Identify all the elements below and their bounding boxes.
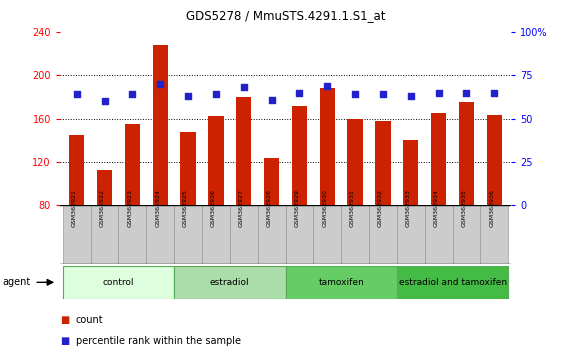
Bar bbox=[146, 205, 174, 264]
Text: GSM362929: GSM362929 bbox=[295, 189, 299, 227]
Bar bbox=[403, 140, 419, 205]
Point bbox=[72, 91, 81, 97]
Bar bbox=[320, 88, 335, 205]
Bar bbox=[425, 205, 453, 264]
Text: GSM362924: GSM362924 bbox=[155, 189, 160, 227]
Bar bbox=[459, 102, 474, 205]
Bar bbox=[431, 113, 447, 205]
Text: estradiol and tamoxifen: estradiol and tamoxifen bbox=[399, 278, 506, 287]
Bar bbox=[258, 205, 286, 264]
Bar bbox=[397, 266, 508, 299]
Bar bbox=[230, 205, 258, 264]
Text: control: control bbox=[103, 278, 134, 287]
Text: GSM362931: GSM362931 bbox=[350, 189, 355, 227]
Bar bbox=[174, 266, 286, 299]
Point bbox=[183, 93, 192, 99]
Text: GDS5278 / MmuSTS.4291.1.S1_at: GDS5278 / MmuSTS.4291.1.S1_at bbox=[186, 9, 385, 22]
Bar bbox=[375, 121, 391, 205]
Text: agent: agent bbox=[3, 277, 31, 287]
Text: estradiol: estradiol bbox=[210, 278, 250, 287]
Point bbox=[434, 90, 443, 95]
Bar bbox=[69, 135, 85, 205]
Text: GSM362922: GSM362922 bbox=[99, 189, 104, 227]
Text: GSM362930: GSM362930 bbox=[322, 189, 327, 227]
Point bbox=[100, 98, 109, 104]
Point bbox=[239, 85, 248, 90]
Bar bbox=[118, 205, 146, 264]
Point bbox=[490, 90, 499, 95]
Bar bbox=[286, 266, 397, 299]
Bar bbox=[486, 115, 502, 205]
Bar bbox=[313, 205, 341, 264]
Point bbox=[295, 90, 304, 95]
Text: GSM362935: GSM362935 bbox=[461, 189, 467, 227]
Bar bbox=[264, 158, 279, 205]
Bar bbox=[63, 205, 91, 264]
Bar bbox=[341, 205, 369, 264]
Bar bbox=[369, 205, 397, 264]
Bar bbox=[180, 132, 196, 205]
Bar bbox=[124, 124, 140, 205]
Point bbox=[462, 90, 471, 95]
Text: GSM362927: GSM362927 bbox=[239, 189, 244, 227]
Text: GSM362928: GSM362928 bbox=[267, 189, 272, 227]
Text: ■: ■ bbox=[60, 315, 69, 325]
Bar bbox=[97, 170, 112, 205]
Text: GSM362921: GSM362921 bbox=[72, 189, 77, 227]
Bar bbox=[91, 205, 118, 264]
Bar bbox=[202, 205, 230, 264]
Text: percentile rank within the sample: percentile rank within the sample bbox=[76, 336, 241, 346]
Text: GSM362933: GSM362933 bbox=[406, 189, 411, 227]
Bar bbox=[453, 205, 480, 264]
Point bbox=[128, 91, 137, 97]
Bar bbox=[348, 119, 363, 205]
Bar bbox=[480, 205, 508, 264]
Bar bbox=[236, 97, 251, 205]
Bar bbox=[63, 266, 174, 299]
Point bbox=[267, 97, 276, 102]
Text: tamoxifen: tamoxifen bbox=[318, 278, 364, 287]
Text: GSM362923: GSM362923 bbox=[127, 189, 132, 227]
Text: GSM362936: GSM362936 bbox=[489, 189, 494, 227]
Bar bbox=[174, 205, 202, 264]
Point bbox=[156, 81, 165, 87]
Text: count: count bbox=[76, 315, 103, 325]
Text: GSM362925: GSM362925 bbox=[183, 189, 188, 227]
Text: GSM362926: GSM362926 bbox=[211, 189, 216, 227]
Bar bbox=[208, 116, 223, 205]
Text: GSM362934: GSM362934 bbox=[433, 189, 439, 227]
Point bbox=[379, 91, 388, 97]
Point bbox=[323, 83, 332, 88]
Bar bbox=[152, 45, 168, 205]
Text: ■: ■ bbox=[60, 336, 69, 346]
Point bbox=[406, 93, 415, 99]
Point bbox=[211, 91, 220, 97]
Point bbox=[351, 91, 360, 97]
Bar bbox=[397, 205, 425, 264]
Text: GSM362932: GSM362932 bbox=[378, 189, 383, 227]
Bar bbox=[286, 205, 313, 264]
Bar bbox=[292, 105, 307, 205]
